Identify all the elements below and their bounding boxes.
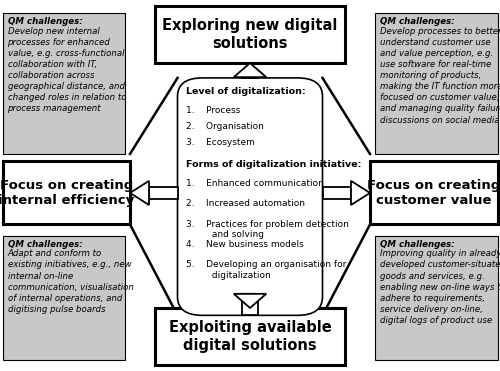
Text: QM challenges:: QM challenges: (380, 240, 455, 249)
Text: Adapt and conform to
existing initiatives, e.g., new
internal on-line
communicat: Adapt and conform to existing initiative… (8, 249, 134, 314)
Polygon shape (130, 181, 149, 205)
Text: QM challenges:: QM challenges: (8, 240, 82, 249)
Bar (149, 187, 178, 199)
Text: Forms of digitalization initiative:: Forms of digitalization initiative: (186, 160, 361, 169)
Bar (2, 13, 125, 154)
Text: 2.    Increased automation: 2. Increased automation (186, 199, 304, 208)
Text: Focus on creating
internal efficiency: Focus on creating internal efficiency (0, 179, 134, 207)
Text: Level of digitalization:: Level of digitalization: (186, 87, 305, 96)
Text: QM challenges:: QM challenges: (8, 17, 82, 26)
Polygon shape (234, 294, 266, 308)
Text: Exploiting available
digital solutions: Exploiting available digital solutions (168, 321, 332, 353)
Bar (375, 236, 498, 360)
Text: 4.    New business models: 4. New business models (186, 240, 303, 249)
Bar (322, 187, 351, 199)
Text: Improving quality in already
developed customer-situated
goods and services, e.g: Improving quality in already developed c… (380, 249, 500, 325)
Bar (242, 77, 258, 78)
Text: 1.    Process: 1. Process (186, 106, 240, 115)
Bar (370, 161, 498, 224)
Bar (155, 6, 345, 63)
Text: QM challenges:: QM challenges: (380, 17, 455, 26)
FancyBboxPatch shape (178, 78, 322, 315)
Polygon shape (351, 181, 370, 205)
Text: Develop processes to better
understand customer use
and value perception, e.g.
u: Develop processes to better understand c… (380, 27, 500, 125)
Text: 1.    Enhanced communication: 1. Enhanced communication (186, 179, 324, 188)
Polygon shape (234, 63, 266, 77)
Bar (2, 161, 130, 224)
Bar (375, 13, 498, 154)
Bar (2, 236, 125, 360)
Text: 3.    Practices for problem detection
         and solving: 3. Practices for problem detection and s… (186, 220, 348, 239)
Text: 5.    Developing an organisation for
         digitalization: 5. Developing an organisation for digita… (186, 260, 346, 280)
Text: Focus on creating
customer value: Focus on creating customer value (367, 179, 500, 207)
Text: Develop new internal
processes for enhanced
value, e.g. cross-functional
collabo: Develop new internal processes for enhan… (8, 27, 126, 114)
Text: 2.    Organisation: 2. Organisation (186, 122, 264, 131)
Text: Exploring new digital
solutions: Exploring new digital solutions (162, 18, 338, 50)
Bar (242, 294, 258, 315)
Text: 3.    Ecosystem: 3. Ecosystem (186, 138, 254, 147)
Bar (155, 308, 345, 365)
